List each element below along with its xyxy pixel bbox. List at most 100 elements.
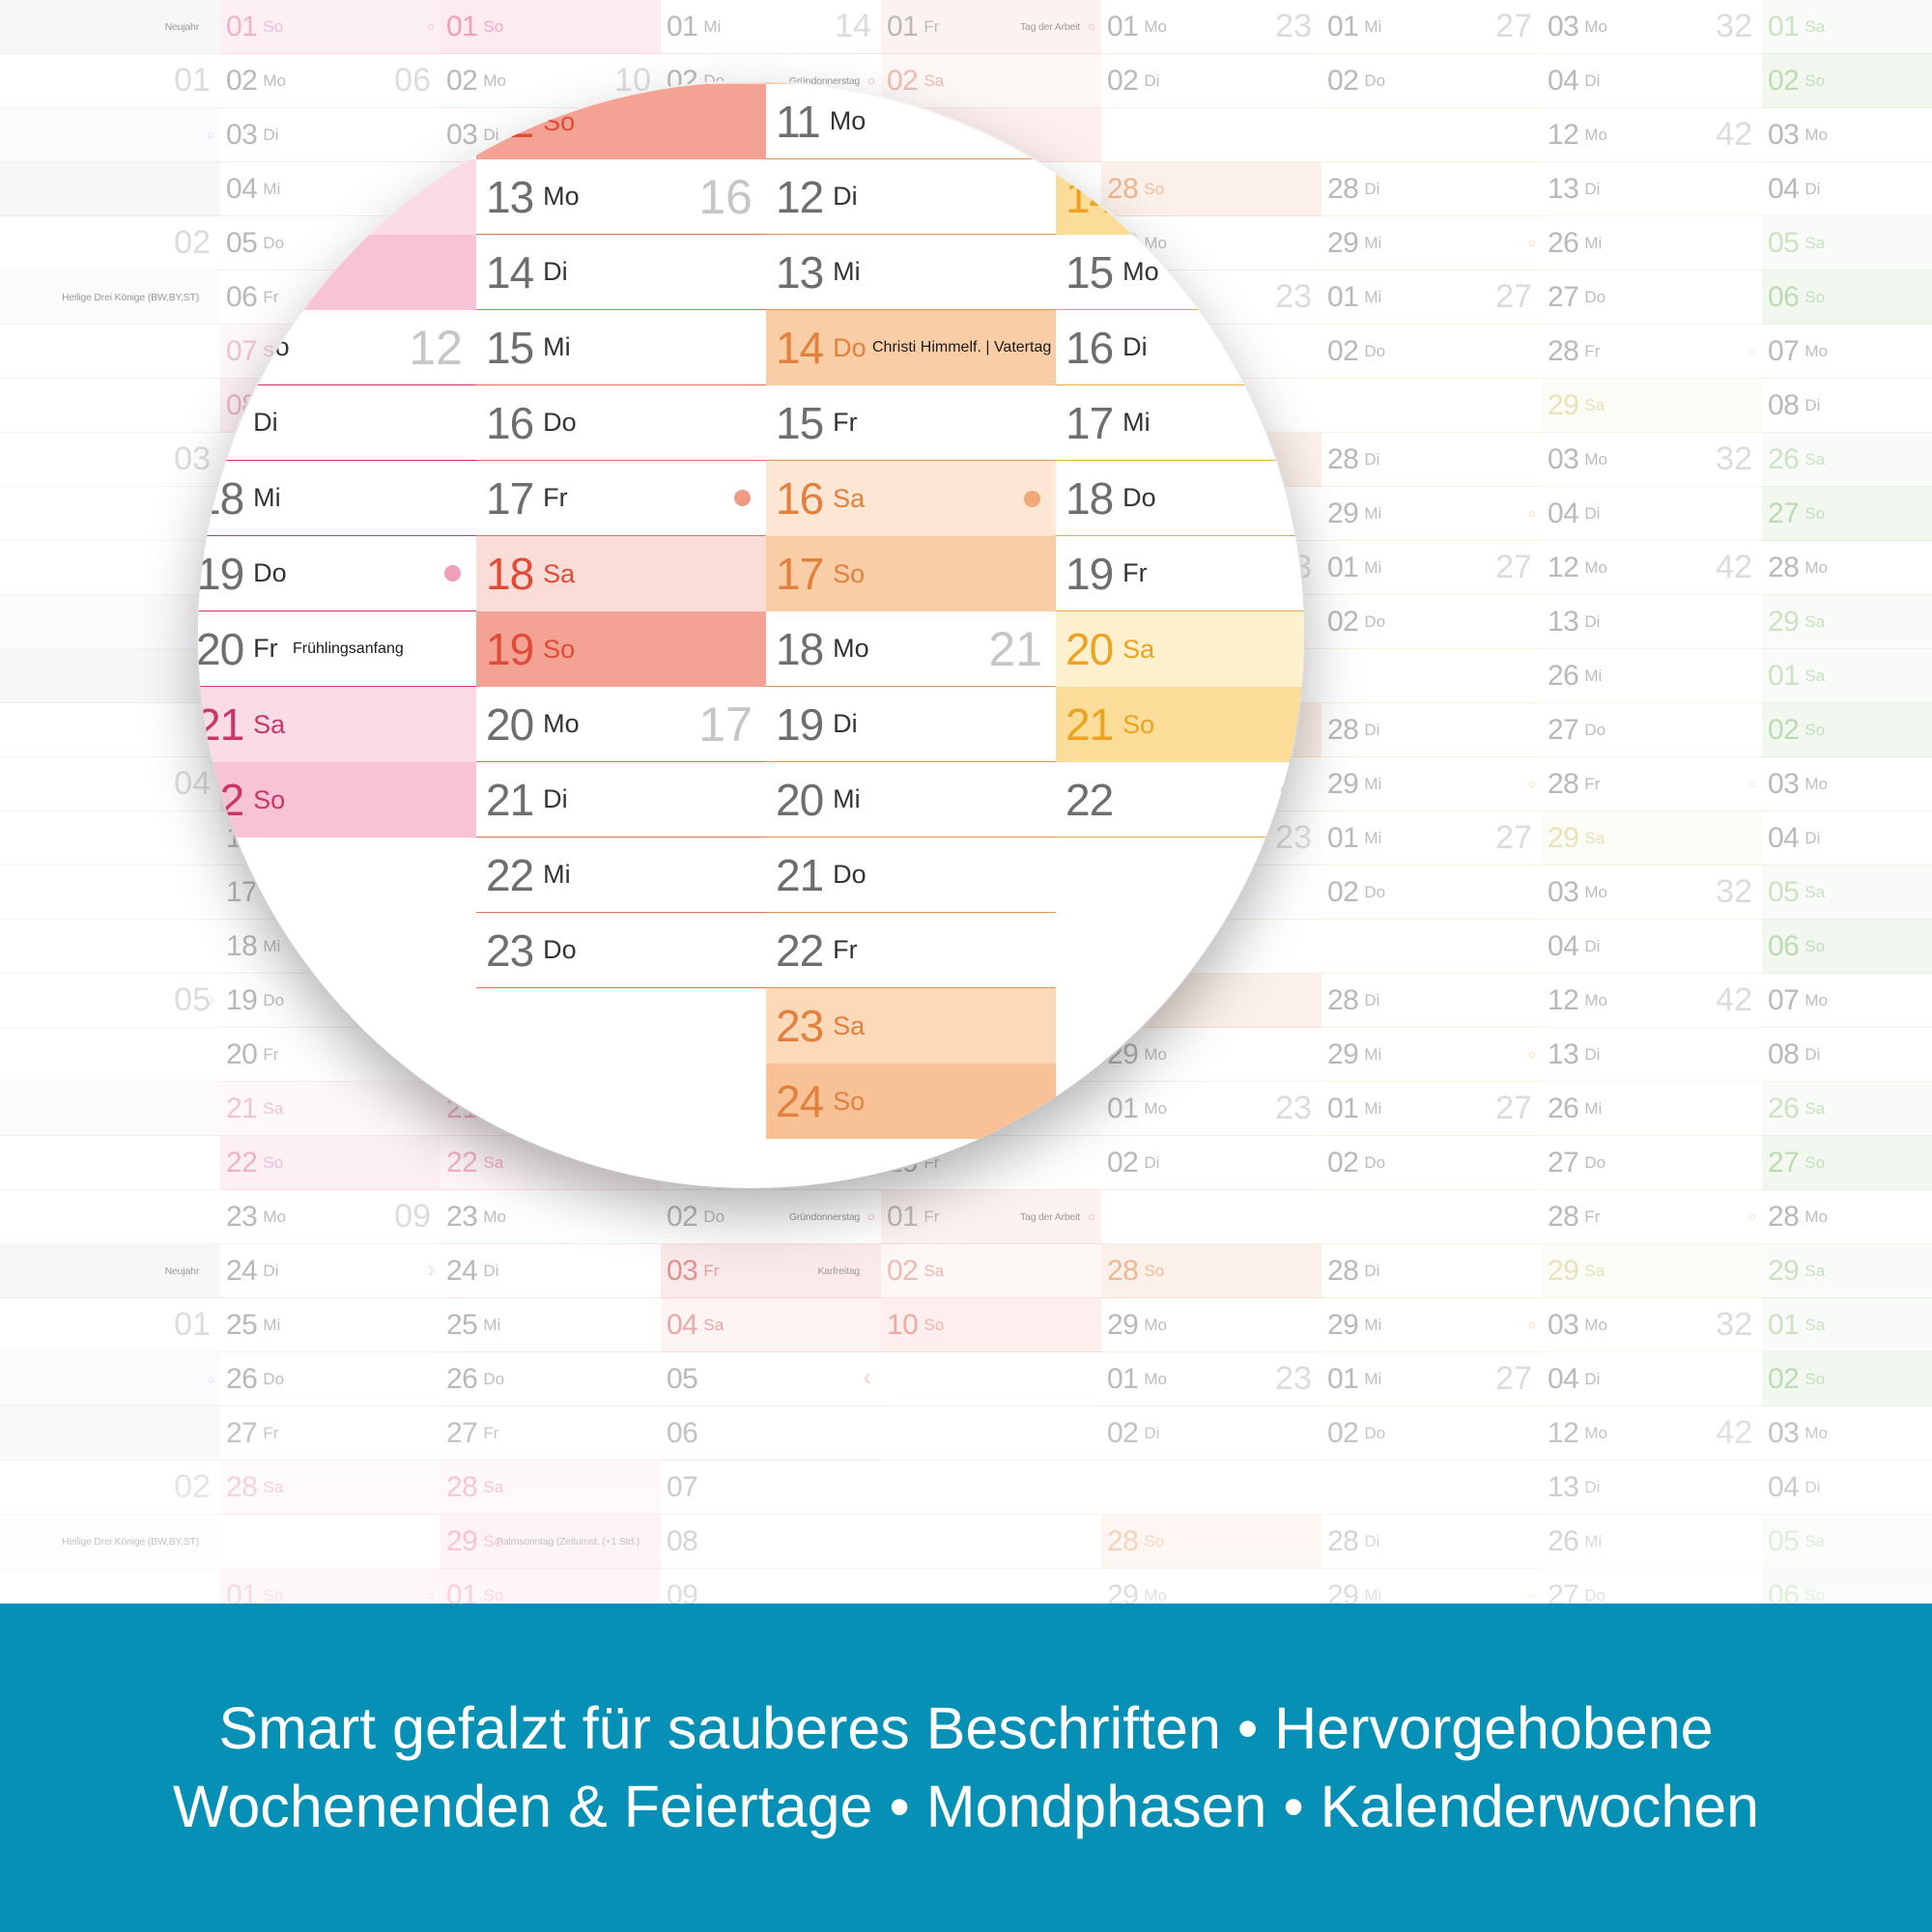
day-row	[881, 1569, 1101, 1604]
day-number: 27	[226, 1416, 258, 1449]
magnified-day-weekday: Di	[543, 257, 568, 286]
day-weekday: Sa	[263, 1477, 284, 1496]
day-weekday: Fr	[1584, 774, 1601, 793]
day-number: 25	[226, 1308, 258, 1341]
magnified-week-number: 12	[409, 320, 463, 375]
magnified-day-number: 18	[776, 623, 824, 674]
magnified-day-weekday: Do	[543, 408, 577, 437]
moon-phase-icon: ○	[1748, 777, 1756, 791]
magnified-day-row: 24 So	[766, 1064, 1056, 1139]
day-weekday: Do	[1364, 1423, 1386, 1442]
day-row: 01 Mo 23	[1101, 1352, 1321, 1406]
day-row: 05 Sa	[1762, 216, 1932, 270]
magnified-day-number: 19	[1065, 548, 1114, 599]
day-row: 29 Sa	[1542, 379, 1762, 433]
day-number: 06	[1768, 1578, 1800, 1605]
magnified-day-number: 13	[486, 171, 534, 222]
magnified-week-number: 21	[988, 621, 1042, 676]
week-number: 32	[1716, 8, 1752, 44]
day-row	[0, 325, 220, 379]
magnified-day-row: 16 Di	[1056, 310, 1304, 385]
day-weekday: Do	[1584, 1585, 1606, 1605]
magnified-holiday-label: Frühlingsanfang	[293, 639, 404, 657]
day-row: 25 Mi	[440, 1298, 661, 1352]
day-weekday: Di	[1804, 828, 1821, 847]
day-weekday: Sa	[1584, 828, 1605, 847]
day-weekday: Di	[1804, 395, 1821, 414]
day-weekday: Di	[1144, 1152, 1160, 1172]
day-row	[1101, 1190, 1321, 1244]
day-row: 06 So	[1762, 270, 1932, 325]
magnified-day-weekday: Mi	[543, 332, 571, 361]
magnified-day-weekday: Fr	[833, 935, 858, 964]
day-weekday: So	[1804, 720, 1826, 739]
day-row: 03 Mo 32	[1542, 1298, 1762, 1352]
day-row	[0, 595, 220, 649]
day-row: 13 Di	[1542, 1461, 1762, 1515]
day-weekday: Sa	[483, 1477, 504, 1496]
magnified-day-number: 15	[198, 247, 244, 298]
day-row: 28 Fr ○	[1542, 1190, 1762, 1244]
day-row: 01 So ○	[220, 1569, 440, 1604]
day-weekday: Do	[1584, 720, 1606, 739]
week-number: 09	[394, 1198, 431, 1235]
week-number: 02	[174, 1468, 211, 1505]
magnified-day-row: 16 Mo 12	[198, 310, 476, 385]
moon-phase-icon: ○	[1748, 344, 1756, 358]
magnified-day-weekday: Do	[833, 860, 867, 889]
day-number: 07	[1768, 334, 1800, 367]
magnified-day-number: 18	[1065, 472, 1114, 524]
day-weekday: Di	[483, 1261, 499, 1280]
day-number: 05	[1768, 226, 1800, 259]
day-row: 02 So	[1762, 54, 1932, 108]
magnified-day-number: 19	[486, 624, 534, 674]
magnified-day-row: 14 Do Christi Himmelf. | Vatertag	[766, 310, 1056, 385]
holiday-label: Tag der Arbeit	[1020, 1210, 1080, 1223]
moon-phase-icon: ○	[427, 1588, 435, 1603]
banner-line-1: Smart gefalzt für sauberes Beschriften •…	[218, 1695, 1714, 1762]
day-row: 02 Do	[1321, 325, 1542, 379]
day-weekday: Mi	[1364, 774, 1382, 793]
month-column-jun: 01 Mi 27 02 Do 28 Di 29 Mi ○ 01 Mi 27 02 Do 28 Di 29 Mi ○ 01…	[1321, 0, 1542, 1604]
day-row: 29 Sa	[1762, 595, 1932, 649]
day-weekday: So	[1804, 1585, 1826, 1605]
day-number: 13	[1548, 605, 1579, 638]
day-weekday: So	[1804, 503, 1826, 523]
magnified-day-weekday: Mo	[543, 709, 580, 738]
magnified-day-row: 21 Di	[476, 762, 766, 838]
day-row: 28 Di	[1321, 1244, 1542, 1298]
day-row: 06 So	[1762, 920, 1932, 974]
day-row	[0, 920, 220, 974]
day-number: 04	[1548, 497, 1579, 529]
magnified-day-row: 16 Sa	[766, 461, 1056, 536]
day-row: 02 Do	[1321, 866, 1542, 920]
magnified-day-weekday: Mo	[829, 106, 867, 135]
day-weekday: Mi	[1584, 233, 1603, 252]
day-weekday: So	[1804, 936, 1826, 955]
moon-phase-icon: ○	[1528, 1047, 1536, 1062]
day-number: 04	[1768, 172, 1800, 205]
day-number: 02	[1327, 1416, 1359, 1449]
day-number: 08	[667, 1524, 698, 1557]
holiday-label: Heilige Drei Könige (BW,BY,ST)	[61, 291, 199, 303]
day-number: 28	[1327, 713, 1359, 746]
day-row: 04 Di	[1542, 920, 1762, 974]
magnified-day-row: 12 So	[476, 84, 766, 159]
day-row: 02 Do	[1321, 595, 1542, 649]
magnified-day-number: 22	[776, 924, 824, 976]
week-number: 27	[1495, 1360, 1532, 1397]
holiday-label: Neujahr	[164, 20, 200, 33]
magnified-day-number: 12	[776, 171, 824, 222]
magnified-day-number: 17	[486, 472, 534, 524]
week-number: 42	[1716, 116, 1752, 153]
day-row: 12 Mo 42	[1542, 974, 1762, 1028]
holiday-label: Palmsonntag (Zeitumst. (+1 Std.)	[497, 1535, 639, 1548]
magnified-day-row: 18 Sa	[476, 536, 766, 611]
day-number: 02	[1768, 64, 1800, 97]
moon-phase-icon: ○	[867, 1209, 875, 1224]
magnified-day-row: 23 Do	[476, 913, 766, 988]
